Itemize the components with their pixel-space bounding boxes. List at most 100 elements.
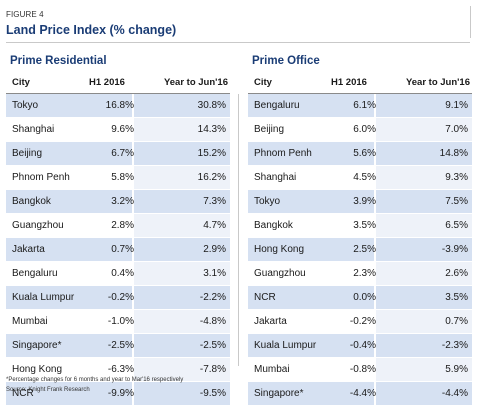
h1-2016-value: -2.5% [107, 340, 134, 351]
table-row: Mumbai -0.8% 5.9% [248, 358, 472, 382]
city-cell: Beijing 6.0% [248, 118, 376, 141]
city-cell: Singapore* -4.4% [248, 382, 376, 405]
column-header-year: Year to Jun'16 [163, 77, 228, 88]
city-cell: Mumbai -1.0% [6, 310, 134, 333]
year-cell: 2.9% [134, 238, 230, 261]
table-row: Bangkok 3.5% 6.5% [248, 214, 472, 238]
table-row: Bengaluru 0.4% 3.1% [6, 262, 230, 286]
table-row: Mumbai -1.0% -4.8% [6, 310, 230, 334]
city-cell: Guangzhou 2.8% [6, 214, 134, 237]
h1-2016-value: -1.0% [107, 316, 134, 327]
city-name: Shanghai [254, 172, 297, 183]
year-cell: 9.3% [376, 166, 472, 189]
city-name: Guangzhou [12, 220, 64, 231]
city-name: Singapore* [12, 340, 62, 351]
table-row: Kuala Lumpur -0.4% -2.3% [248, 334, 472, 358]
year-to-jun-value: -4.4% [441, 388, 468, 399]
year-cell: 2.6% [376, 262, 472, 285]
top-divider-line [470, 6, 471, 38]
h1-2016-value: 6.0% [353, 124, 376, 135]
h1-2016-value: 9.6% [111, 124, 134, 135]
table-row: Guangzhou 2.8% 4.7% [6, 214, 230, 238]
column-header-h1: H1 2016 [331, 77, 367, 88]
column-header-h1: H1 2016 [89, 77, 125, 88]
h1-2016-value: 6.7% [111, 148, 134, 159]
city-cell: Hong Kong 2.5% [248, 238, 376, 261]
column-header-city: City [12, 77, 30, 88]
city-cell: NCR 0.0% [248, 286, 376, 309]
table-row: Singapore* -4.4% -4.4% [248, 382, 472, 406]
city-name: Beijing [254, 124, 285, 135]
year-cell: -7.8% [134, 358, 230, 381]
city-name: Jakarta [12, 244, 45, 255]
table-row: Kuala Lumpur -0.2% -2.2% [6, 286, 230, 310]
city-cell: Tokyo 3.9% [248, 190, 376, 213]
year-cell: 30.8% [134, 94, 230, 117]
year-cell: 3.1% [134, 262, 230, 285]
city-name: Beijing [12, 148, 43, 159]
year-cell: -4.8% [134, 310, 230, 333]
city-cell: NCR -9.9% [6, 382, 134, 405]
h1-2016-value: 0.7% [111, 244, 134, 255]
h1-2016-value: -0.8% [349, 364, 376, 375]
table-row: NCR 0.0% 3.5% [248, 286, 472, 310]
city-name: Bengaluru [12, 268, 58, 279]
table-row: Singapore* -2.5% -2.5% [6, 334, 230, 358]
figure-title: Land Price Index (% change) [6, 23, 177, 37]
city-name: NCR [12, 388, 34, 399]
table-row: Hong Kong 2.5% -3.9% [248, 238, 472, 262]
year-to-jun-value: 15.2% [197, 148, 226, 159]
year-to-jun-value: -2.2% [199, 292, 226, 303]
table-row: Phnom Penh 5.6% 14.8% [248, 142, 472, 166]
column-header-year: Year to Jun'16 [405, 77, 470, 88]
year-to-jun-value: -9.5% [199, 388, 226, 399]
city-name: Bengaluru [254, 100, 300, 111]
city-cell: Beijing 6.7% [6, 142, 134, 165]
residential-header-row: City H1 2016 Year to Jun'16 [6, 72, 230, 93]
city-cell: Bengaluru 0.4% [6, 262, 134, 285]
h1-2016-value: -0.2% [349, 316, 376, 327]
city-name: Singapore* [254, 388, 304, 399]
city-cell: Phnom Penh 5.8% [6, 166, 134, 189]
table-row: Shanghai 9.6% 14.3% [6, 118, 230, 142]
h1-2016-value: 2.3% [353, 268, 376, 279]
city-cell: Shanghai 9.6% [6, 118, 134, 141]
year-to-jun-value: 9.3% [445, 172, 468, 183]
city-name: Bangkok [254, 220, 293, 231]
year-cell: 9.1% [376, 94, 472, 117]
city-cell: Guangzhou 2.3% [248, 262, 376, 285]
city-name: Kuala Lumpur [254, 340, 317, 351]
city-cell: Kuala Lumpur -0.4% [248, 334, 376, 357]
header-rule [6, 93, 230, 94]
h1-2016-value: 4.5% [353, 172, 376, 183]
city-name: Tokyo [254, 196, 281, 207]
year-cell: 7.0% [376, 118, 472, 141]
h1-2016-value: -0.2% [107, 292, 134, 303]
year-to-jun-value: 4.7% [203, 220, 226, 231]
residential-section-title: Prime Residential [10, 55, 107, 67]
city-cell: Bengaluru 6.1% [248, 94, 376, 117]
office-table: City H1 2016 Year to Jun'16 Bengaluru 6.1… [248, 72, 472, 406]
table-row: Shanghai 4.5% 9.3% [248, 166, 472, 190]
year-to-jun-value: 5.9% [445, 364, 468, 375]
city-name: Mumbai [254, 364, 290, 375]
city-name: Guangzhou [254, 268, 306, 279]
year-to-jun-value: -3.9% [441, 244, 468, 255]
city-cell: Tokyo 16.8% [6, 94, 134, 117]
city-cell: Jakarta 0.7% [6, 238, 134, 261]
city-name: Mumbai [12, 316, 48, 327]
h1-2016-value: 2.5% [353, 244, 376, 255]
year-cell: -9.5% [134, 382, 230, 405]
year-to-jun-value: 7.5% [445, 196, 468, 207]
city-name: Phnom Penh [12, 172, 70, 183]
year-cell: -4.4% [376, 382, 472, 405]
source-note: Source: Knight Frank Research [6, 387, 90, 393]
office-header-row: City H1 2016 Year to Jun'16 [248, 72, 472, 93]
table-row: Hong Kong -6.3% -7.8% [6, 358, 230, 382]
year-to-jun-value: -4.8% [199, 316, 226, 327]
h1-2016-value: -0.4% [349, 340, 376, 351]
city-name: Bangkok [12, 196, 51, 207]
year-cell: -3.9% [376, 238, 472, 261]
year-cell: 6.5% [376, 214, 472, 237]
year-cell: -2.2% [134, 286, 230, 309]
